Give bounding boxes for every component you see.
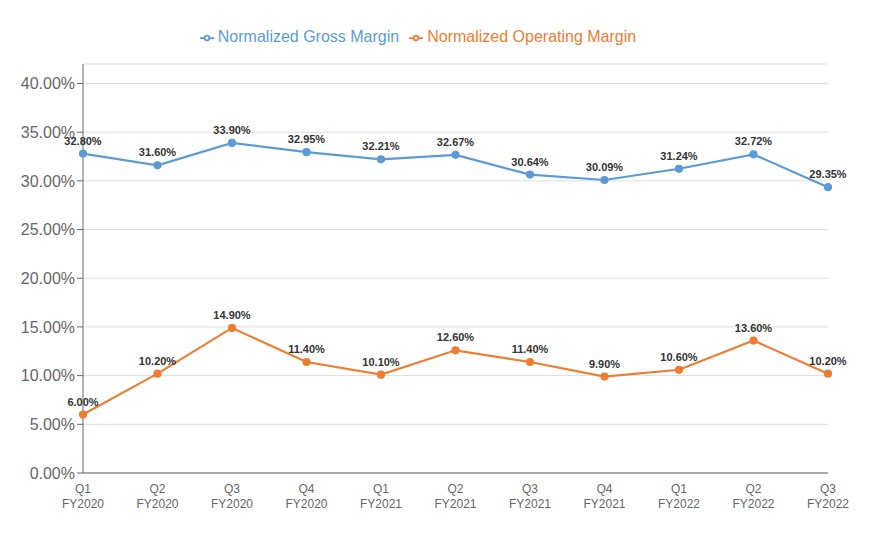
svg-text:31.24%: 31.24% [660, 150, 698, 162]
svg-text:33.90%: 33.90% [213, 124, 251, 136]
svg-text:32.80%: 32.80% [64, 135, 102, 147]
svg-text:30.00%: 30.00% [21, 173, 75, 190]
svg-text:Q4FY2021: Q4FY2021 [583, 482, 625, 511]
svg-text:5.00%: 5.00% [30, 416, 75, 433]
svg-text:32.95%: 32.95% [288, 133, 326, 145]
html-text:Normalized Gross Margin: Normalized Gross Margin [217, 28, 400, 45]
svg-text:Q1FY2021: Q1FY2021 [360, 482, 402, 511]
svg-text:11.40%: 11.40% [512, 343, 549, 355]
svg-text:31.60%: 31.60% [139, 146, 177, 158]
svg-text:32.21%: 32.21% [362, 140, 400, 152]
svg-text:Q1FY2022: Q1FY2022 [658, 482, 700, 511]
svg-text:Q3FY2022: Q3FY2022 [807, 482, 849, 511]
svg-text:30.64%: 30.64% [511, 156, 549, 168]
svg-text:32.72%: 32.72% [735, 135, 773, 147]
svg-text:12.60%: 12.60% [437, 331, 475, 343]
html-text:Normalized Operating Margin: Normalized Operating Margin [427, 28, 637, 45]
svg-text:Q3FY2021: Q3FY2021 [509, 482, 551, 511]
svg-text:10.20%: 10.20% [809, 355, 847, 367]
svg-text:14.90%: 14.90% [213, 309, 251, 321]
svg-text:35.00%: 35.00% [20, 123, 75, 141]
svg-text:Q1FY2020: Q1FY2020 [62, 482, 104, 511]
svg-text:20.00%: 20.00% [21, 270, 75, 287]
svg-text:10.00%: 10.00% [21, 367, 75, 384]
svg-text:32.67%: 32.67% [437, 136, 475, 148]
svg-text:30.09%: 30.09% [586, 161, 624, 173]
svg-text:Q2FY2021: Q2FY2021 [434, 482, 476, 511]
svg-text:Q3FY2020: Q3FY2020 [211, 482, 253, 511]
svg-text:40.00%: 40.00% [21, 75, 75, 92]
svg-text:10.60%: 10.60% [660, 351, 698, 363]
svg-text:29.35%: 29.35% [809, 168, 847, 180]
svg-text:Q2FY2022: Q2FY2022 [732, 482, 774, 511]
svg-text:10.20%: 10.20% [139, 355, 177, 367]
svg-text:13.60%: 13.60% [735, 322, 773, 334]
svg-text:10.10%: 10.10% [362, 356, 400, 368]
svg-text:11.40%: 11.40% [288, 343, 325, 355]
svg-text:Q2FY2020: Q2FY2020 [136, 482, 178, 511]
svg-text:0.00%: 0.00% [30, 465, 75, 482]
svg-text:15.00%: 15.00% [21, 319, 75, 336]
svg-text:25.00%: 25.00% [21, 221, 75, 238]
svg-text:9.90%: 9.90% [589, 358, 620, 370]
svg-text:6.00%: 6.00% [67, 396, 98, 408]
svg-text:Q4FY2020: Q4FY2020 [285, 482, 327, 511]
